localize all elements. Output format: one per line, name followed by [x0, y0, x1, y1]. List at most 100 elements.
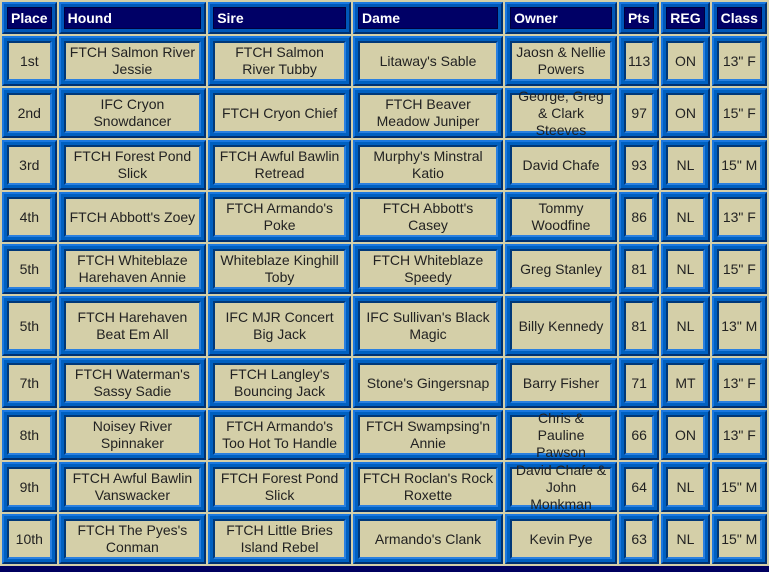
- cell-hound: IFC Cryon Snowdancer: [58, 88, 207, 138]
- cell-place: 7th: [2, 358, 57, 408]
- cell-hound: FTCH Abbott's Zoey: [58, 192, 207, 242]
- cell-dame: FTCH Roclan's Rock Roxette: [352, 462, 504, 512]
- table-row: 4th FTCH Abbott's Zoey FTCH Armando's Poke…: [2, 192, 767, 242]
- cell-class: 15" M: [711, 140, 767, 190]
- cell-hound: FTCH The Pyes's Conman: [58, 514, 207, 564]
- cell-place: 4th: [2, 192, 57, 242]
- cell-text: FTCH Whiteblaze Speedy: [357, 249, 499, 289]
- cell-hound: FTCH Whiteblaze Harehaven Annie: [58, 244, 207, 294]
- cell-text: FTCH Salmon River Tubby: [213, 41, 346, 81]
- cell-place: 1st: [2, 36, 57, 86]
- cell-place: 9th: [2, 462, 57, 512]
- cell-reg: NL: [661, 244, 710, 294]
- cell-text: FTCH Whiteblaze Harehaven Annie: [63, 249, 202, 289]
- cell-text: Billy Kennedy: [510, 301, 612, 351]
- cell-text: NL: [666, 301, 705, 351]
- header-label: Place: [7, 7, 52, 29]
- cell-text: 3rd: [7, 145, 52, 185]
- cell-text: FTCH Awful Bawlin Vanswacker: [63, 467, 202, 507]
- cell-dame: IFC Sullivan's Black Magic: [352, 296, 504, 356]
- cell-text: FTCH Little Bries Island Rebel: [213, 519, 346, 559]
- cell-sire: FTCH Awful Bawlin Retread: [208, 140, 351, 190]
- cell-text: 15" F: [716, 249, 762, 289]
- cell-place: 5th: [2, 244, 57, 294]
- cell-text: ON: [666, 415, 705, 455]
- cell-text: 81: [623, 301, 655, 351]
- cell-text: 2nd: [7, 93, 52, 133]
- cell-pts: 93: [618, 140, 660, 190]
- cell-text: 15" M: [716, 145, 762, 185]
- header-sire: Sire: [208, 2, 351, 34]
- cell-text: 113: [623, 41, 655, 81]
- cell-text: NL: [666, 145, 705, 185]
- cell-dame: Stone's Gingersnap: [352, 358, 504, 408]
- table-row: 8th Noisey River Spinnaker FTCH Armando's …: [2, 410, 767, 460]
- cell-text: Jaosn & Nellie Powers: [510, 41, 612, 81]
- cell-pts: 71: [618, 358, 660, 408]
- header-reg: REG: [661, 2, 710, 34]
- cell-owner: Greg Stanley: [505, 244, 617, 294]
- cell-sire: FTCH Cryon Chief: [208, 88, 351, 138]
- header-dame: Dame: [352, 2, 504, 34]
- cell-pts: 66: [618, 410, 660, 460]
- cell-place: 2nd: [2, 88, 57, 138]
- cell-sire: FTCH Little Bries Island Rebel: [208, 514, 351, 564]
- cell-text: FTCH Armando's Poke: [213, 197, 346, 237]
- cell-place: 3rd: [2, 140, 57, 190]
- cell-text: 13" F: [716, 363, 762, 403]
- cell-sire: FTCH Langley's Bouncing Jack: [208, 358, 351, 408]
- header-label: Class: [716, 7, 762, 29]
- cell-text: Murphy's Minstral Katio: [357, 145, 499, 185]
- cell-text: 93: [623, 145, 655, 185]
- cell-owner: Barry Fisher: [505, 358, 617, 408]
- cell-text: FTCH Forest Pond Slick: [213, 467, 346, 507]
- cell-class: 13" F: [711, 358, 767, 408]
- cell-text: Chris & Pauline Pawson: [510, 410, 612, 460]
- cell-text: Barry Fisher: [510, 363, 612, 403]
- header-place: Place: [2, 2, 57, 34]
- cell-hound: FTCH Awful Bawlin Vanswacker: [58, 462, 207, 512]
- cell-text: NL: [666, 249, 705, 289]
- cell-text: Stone's Gingersnap: [357, 363, 499, 403]
- cell-text: FTCH Waterman's Sassy Sadie: [63, 363, 202, 403]
- cell-hound: FTCH Harehaven Beat Em All: [58, 296, 207, 356]
- cell-class: 15" M: [711, 514, 767, 564]
- cell-reg: ON: [661, 36, 710, 86]
- table-row: 5th FTCH Whiteblaze Harehaven Annie Whiteb…: [2, 244, 767, 294]
- cell-text: FTCH The Pyes's Conman: [63, 519, 202, 559]
- cell-text: 81: [623, 249, 655, 289]
- cell-pts: 81: [618, 244, 660, 294]
- cell-text: FTCH Armando's Too Hot To Handle: [213, 415, 346, 455]
- cell-text: FTCH Roclan's Rock Roxette: [357, 467, 499, 507]
- cell-hound: FTCH Waterman's Sassy Sadie: [58, 358, 207, 408]
- cell-pts: 86: [618, 192, 660, 242]
- cell-text: Noisey River Spinnaker: [63, 415, 202, 455]
- cell-reg: NL: [661, 296, 710, 356]
- cell-reg: NL: [661, 462, 710, 512]
- cell-pts: 97: [618, 88, 660, 138]
- cell-text: 15" M: [716, 519, 762, 559]
- cell-text: 15" F: [716, 93, 762, 133]
- cell-reg: ON: [661, 410, 710, 460]
- cell-dame: FTCH Whiteblaze Speedy: [352, 244, 504, 294]
- cell-text: Litaway's Sable: [357, 41, 499, 81]
- cell-text: 5th: [7, 301, 52, 351]
- cell-text: FTCH Cryon Chief: [213, 93, 346, 133]
- cell-hound: FTCH Salmon River Jessie: [58, 36, 207, 86]
- header-label: Hound: [63, 7, 202, 29]
- table-row: 9th FTCH Awful Bawlin Vanswacker FTCH Fore…: [2, 462, 767, 512]
- cell-text: IFC Sullivan's Black Magic: [357, 301, 499, 351]
- cell-owner: David Chafe & John Monkman: [505, 462, 617, 512]
- cell-text: Whiteblaze Kinghill Toby: [213, 249, 346, 289]
- cell-reg: ON: [661, 88, 710, 138]
- cell-text: 97: [623, 93, 655, 133]
- cell-text: FTCH Awful Bawlin Retread: [213, 145, 346, 185]
- cell-owner: Jaosn & Nellie Powers: [505, 36, 617, 86]
- table-row: 5th FTCH Harehaven Beat Em All IFC MJR Con…: [2, 296, 767, 356]
- cell-pts: 63: [618, 514, 660, 564]
- cell-text: MT: [666, 363, 705, 403]
- cell-owner: David Chafe: [505, 140, 617, 190]
- cell-text: Armando's Clank: [357, 519, 499, 559]
- cell-reg: NL: [661, 140, 710, 190]
